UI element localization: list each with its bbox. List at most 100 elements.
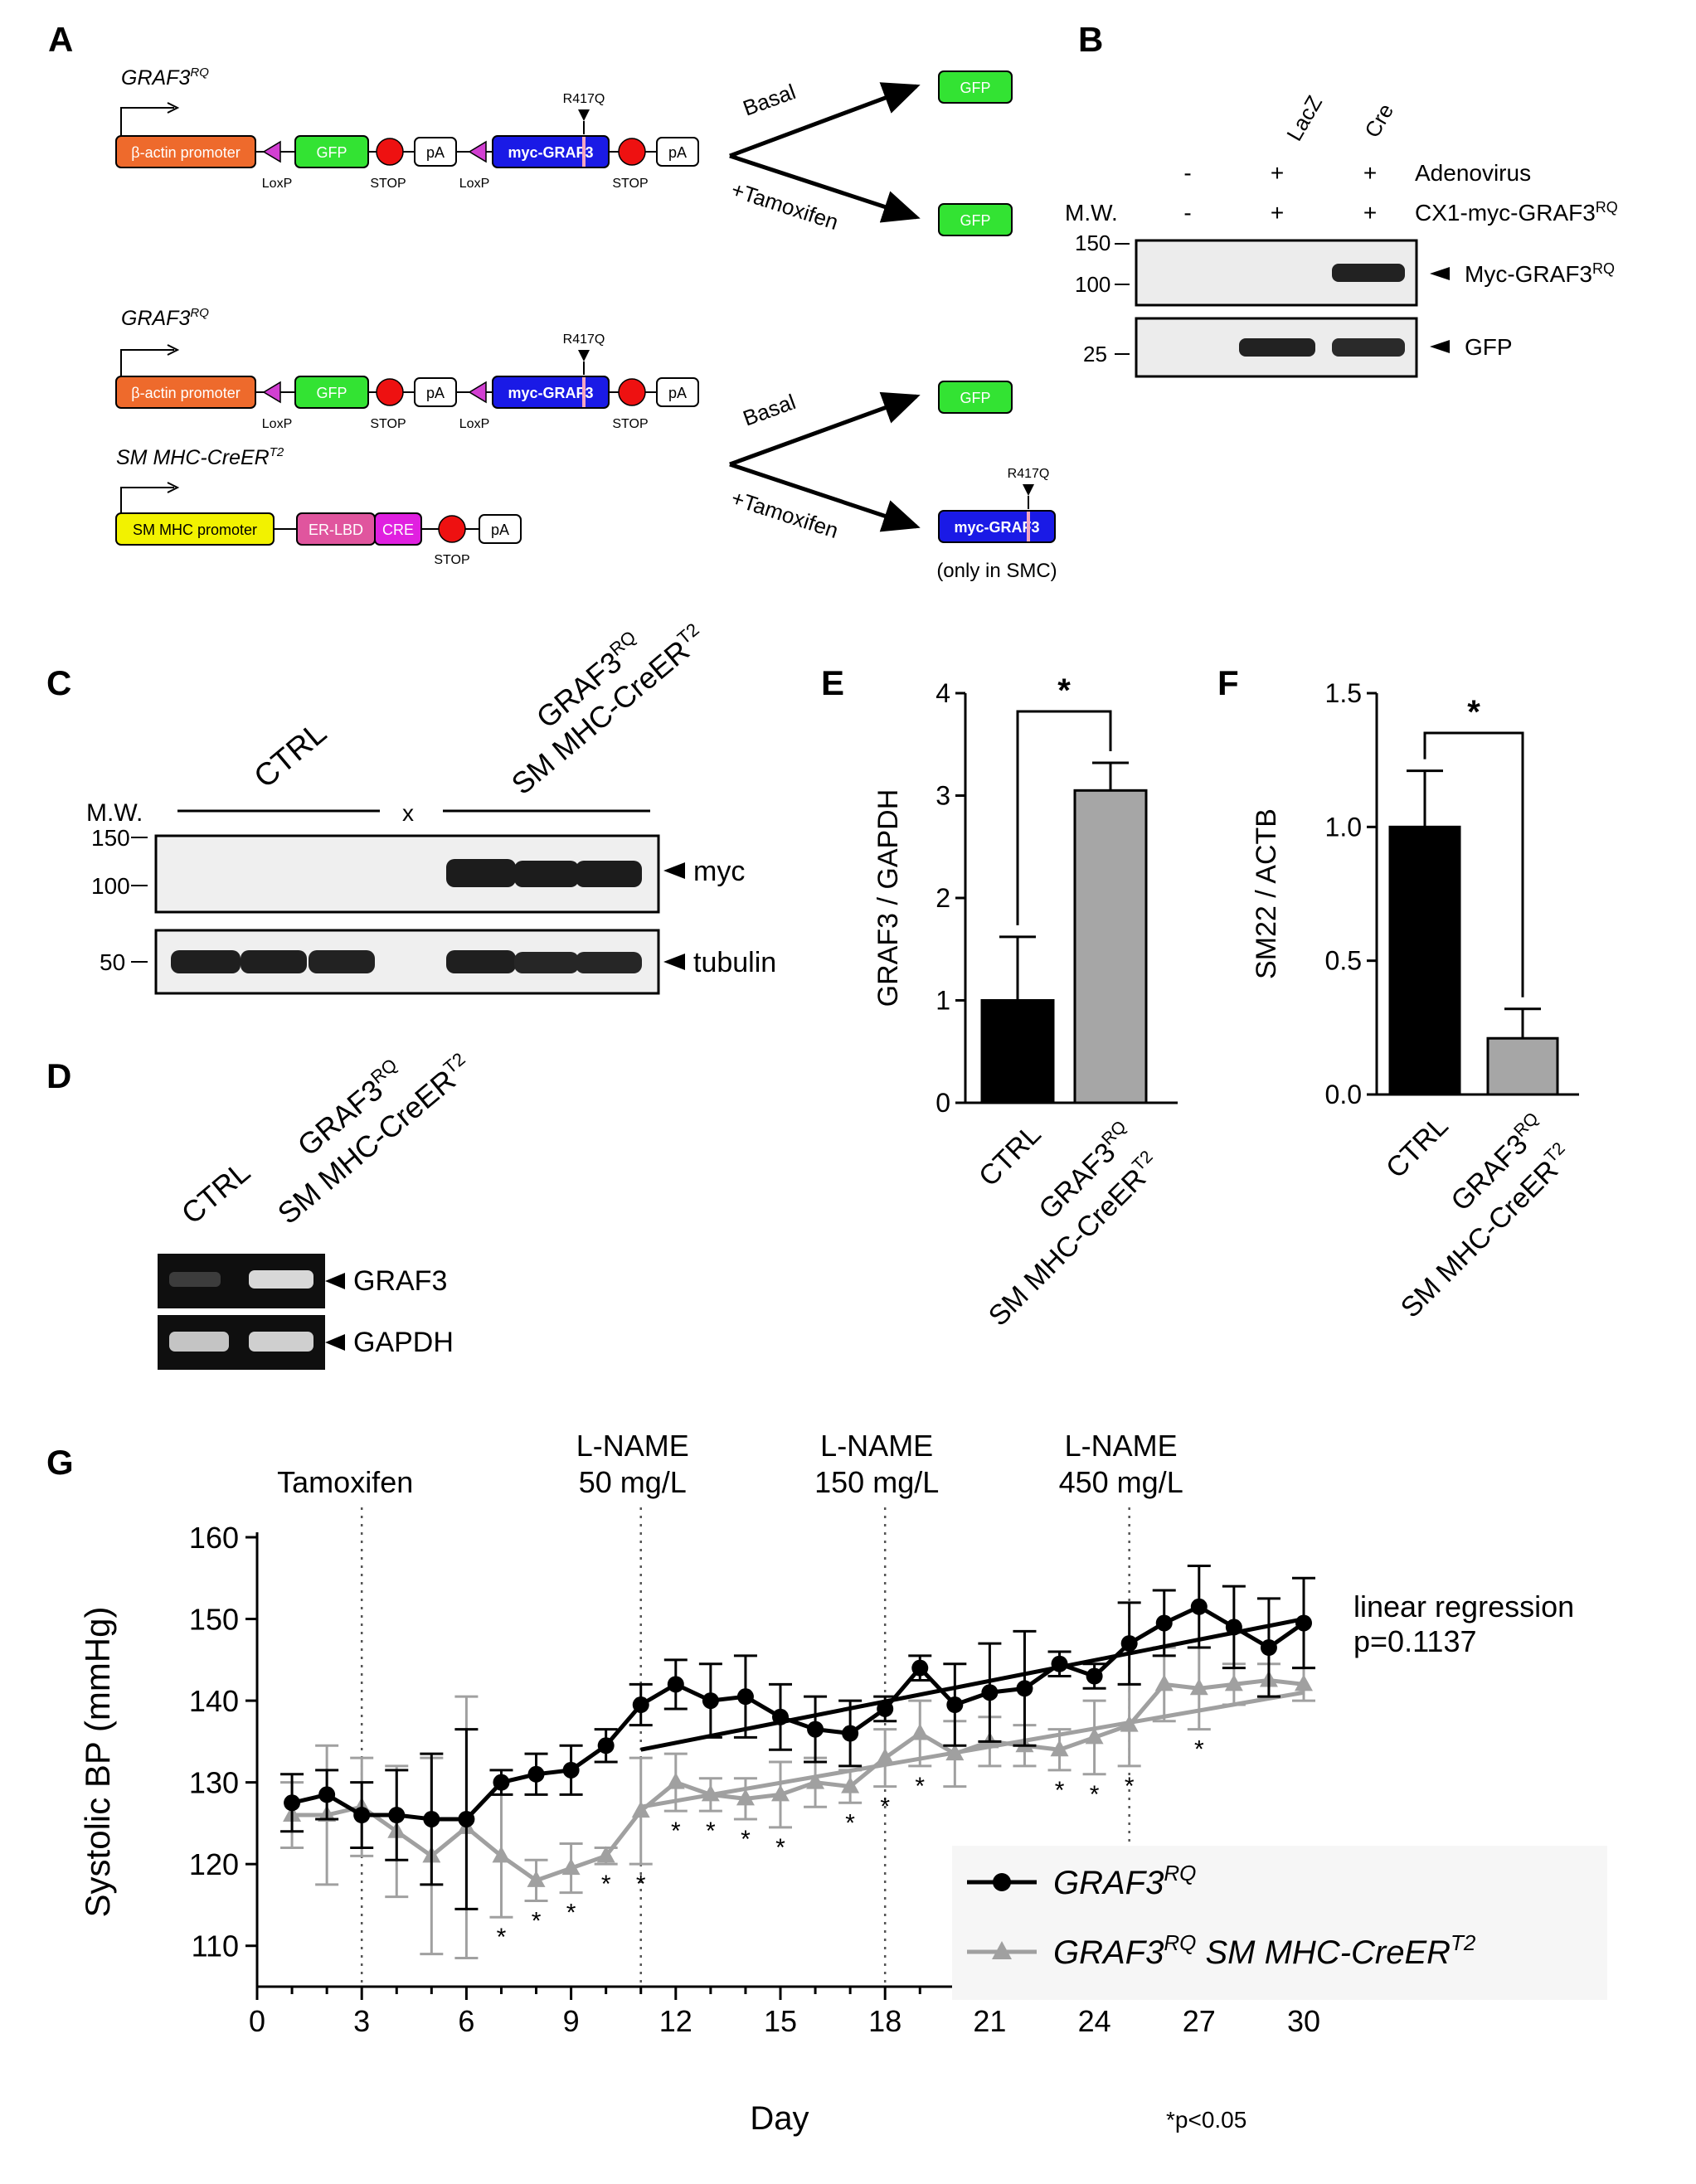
significance-star: * — [915, 1773, 925, 1800]
data-point — [701, 1784, 720, 1802]
svg-text:CTRL: CTRL — [175, 1154, 256, 1230]
significance-star: * — [532, 1908, 542, 1935]
svg-text:Cre: Cre — [1359, 99, 1398, 142]
panel-b: B LacZ Cre - + + Adenovirus M.W. - + + C… — [1065, 20, 1618, 378]
data-point — [736, 1788, 755, 1806]
y-axis-label: GRAF3 / GAPDH — [872, 789, 904, 1007]
x-tick-label: 27 — [1183, 2004, 1216, 2038]
data-point — [1085, 1727, 1104, 1745]
svg-text:pA: pA — [668, 144, 687, 161]
data-point — [945, 1744, 965, 1761]
svg-text:SM MHC promoter: SM MHC promoter — [133, 522, 257, 538]
data-point — [807, 1721, 824, 1738]
x-axis-label: Day — [750, 2100, 809, 2137]
data-point — [1120, 1715, 1139, 1732]
y-tick-label: 2 — [935, 883, 950, 913]
x-tick-label: 30 — [1287, 2004, 1320, 2038]
svg-text:+: + — [1271, 200, 1284, 226]
x-tick-label: 9 — [563, 2004, 580, 2038]
event-label: L-NAME — [1065, 1429, 1178, 1463]
x-tick-label: 24 — [1078, 2004, 1111, 2038]
arrowhead-icon — [663, 862, 685, 879]
significance-star: * — [1125, 1773, 1135, 1800]
svg-text:β-actin promoter: β-actin promoter — [131, 385, 240, 401]
data-point — [284, 1794, 301, 1812]
loxp-triangle — [468, 140, 487, 163]
svg-text:CRE: CRE — [382, 522, 414, 538]
regression-annotation: linear regression — [1353, 1589, 1574, 1623]
beta-actin-promoter-box — [115, 376, 256, 409]
event-label: 150 mg/L — [814, 1465, 939, 1499]
svg-text:+: + — [1363, 200, 1377, 226]
svg-text:Basal: Basal — [740, 389, 799, 430]
svg-text:pA: pA — [426, 144, 445, 161]
svg-text:LoxP: LoxP — [262, 417, 292, 431]
construct-graf3rq-1: GRAF3RQ β-actin promoter LoxP GFP STOP p… — [115, 66, 699, 191]
blot-band — [446, 950, 516, 973]
event-label: Tamoxifen — [277, 1465, 413, 1499]
data-point — [702, 1692, 719, 1710]
legend: GRAF3RQ GRAF3RQ SM MHC-CreERT2 — [952, 1846, 1607, 2000]
svg-text:100: 100 — [1075, 272, 1110, 297]
svg-text:GAPDH: GAPDH — [353, 1327, 454, 1358]
loxp-triangle — [262, 381, 281, 404]
svg-text:+: + — [1271, 160, 1284, 186]
svg-text:G: G — [46, 1443, 74, 1482]
svg-text:ER-LBD: ER-LBD — [309, 522, 363, 538]
blot-band — [1332, 264, 1405, 282]
y-tick-label: 1.5 — [1325, 678, 1362, 708]
panel-d: D CTRL GRAF3RQ SM MHC-CreERT2 GRAF3 GAPD… — [46, 1048, 469, 1370]
data-point — [667, 1676, 684, 1693]
svg-text:GFP: GFP — [960, 390, 990, 406]
data-point — [946, 1696, 964, 1714]
data-point — [561, 1858, 581, 1876]
svg-text:Myc-GRAF3RQ: Myc-GRAF3RQ — [1465, 260, 1615, 287]
bar — [1388, 825, 1461, 1096]
svg-text:GFP: GFP — [316, 385, 347, 401]
data-point — [842, 1725, 859, 1742]
data-point — [1120, 1635, 1138, 1653]
data-point — [1050, 1740, 1069, 1757]
event-label: 450 mg/L — [1059, 1465, 1183, 1499]
svg-text:GFP: GFP — [960, 212, 990, 229]
significance-star: * — [1057, 672, 1071, 709]
y-tick-label: 140 — [189, 1684, 239, 1718]
x-category-label: CTRL — [973, 1119, 1047, 1193]
y-tick-label: 110 — [192, 1929, 239, 1963]
data-point — [981, 1684, 999, 1701]
gfp-output-box — [938, 70, 1013, 104]
data-point — [596, 1846, 615, 1863]
svg-text:Adenovirus: Adenovirus — [1415, 160, 1531, 186]
data-point — [1224, 1674, 1243, 1691]
svg-text:myc: myc — [693, 856, 745, 887]
data-point — [597, 1737, 615, 1754]
regression-line — [640, 1617, 1305, 1752]
regression-annotation: p=0.1137 — [1353, 1624, 1476, 1658]
y-tick-label: 0.0 — [1325, 1080, 1362, 1109]
data-point — [877, 1700, 894, 1717]
blot-band — [446, 859, 516, 887]
svg-text:R417Q: R417Q — [563, 332, 605, 347]
footnote: *p<0.05 — [1166, 2107, 1246, 2133]
data-point — [423, 1810, 440, 1827]
blot-band — [576, 952, 642, 973]
svg-text:CX1-myc-GRAF3RQ: CX1-myc-GRAF3RQ — [1415, 199, 1618, 226]
y-tick-label: 130 — [189, 1766, 239, 1800]
y-tick-label: 3 — [935, 781, 950, 811]
x-tick-label: 6 — [458, 2004, 474, 2038]
y-tick-label: 4 — [935, 678, 950, 708]
panel-c: C CTRL GRAF3RQ SM MHC-CreERT2 M.W. x 150… — [46, 619, 776, 995]
data-point — [806, 1772, 825, 1789]
blot-band — [171, 950, 241, 973]
svg-text:-: - — [1183, 200, 1191, 226]
blot-band — [309, 950, 375, 973]
legend-label: GRAF3RQ — [1053, 1861, 1196, 1901]
svg-text:STOP: STOP — [612, 177, 648, 191]
data-point — [841, 1776, 860, 1793]
x-tick-label: 15 — [764, 2004, 797, 2038]
data-point — [562, 1761, 580, 1779]
arrowhead-icon — [1430, 340, 1450, 353]
loxp-triangle — [468, 381, 487, 404]
significance-star: * — [671, 1818, 681, 1845]
